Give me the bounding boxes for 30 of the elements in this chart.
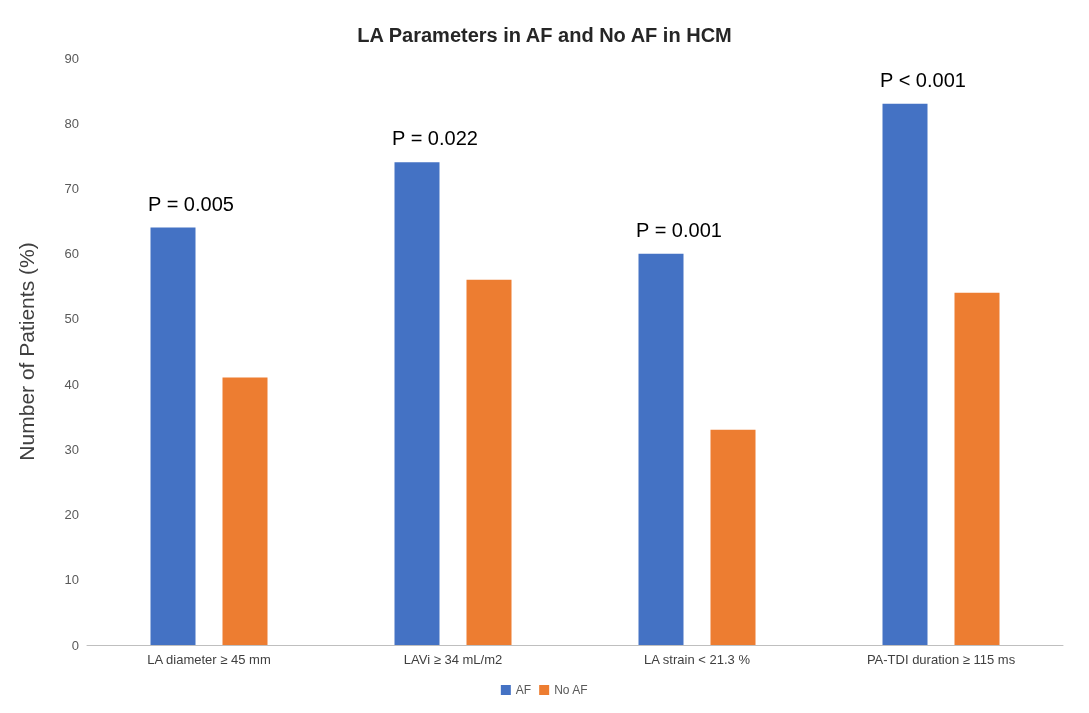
annotation: P = 0.005 xyxy=(148,192,234,215)
bar xyxy=(954,292,1000,645)
x-tick-label: LAVi ≥ 34 mL/m2 xyxy=(403,652,503,667)
y-tick-label: 90 xyxy=(64,50,79,66)
y-tick-label: 70 xyxy=(64,180,79,196)
y-tick-label: 80 xyxy=(64,115,79,131)
x-tick-label: LA strain < 21.3 % xyxy=(644,652,751,667)
y-tick-label: 30 xyxy=(64,441,79,457)
annotation: P < 0.001 xyxy=(880,68,966,91)
y-tick-label: 0 xyxy=(71,637,79,653)
bar xyxy=(882,103,928,645)
bar xyxy=(638,253,684,645)
chart-title: LA Parameters in AF and No AF in HCM xyxy=(357,24,732,46)
y-tick-label: 60 xyxy=(64,246,79,262)
bar xyxy=(222,377,268,645)
y-tick-label: 20 xyxy=(64,507,79,523)
bar xyxy=(394,162,440,645)
x-tick-label: LA diameter ≥ 45 mm xyxy=(147,652,271,667)
bar xyxy=(710,429,756,645)
annotation: P = 0.022 xyxy=(392,127,478,150)
legend-label: No AF xyxy=(554,683,588,697)
legend-label: AF xyxy=(515,683,532,697)
y-tick-label: 10 xyxy=(64,572,79,588)
bar xyxy=(150,227,196,645)
annotation: P = 0.001 xyxy=(636,218,722,241)
y-tick-label: 40 xyxy=(64,376,79,392)
x-tick-label: PA-TDI duration ≥ 115 ms xyxy=(866,652,1016,667)
y-tick-label: 50 xyxy=(64,311,79,327)
bar xyxy=(466,279,512,645)
y-axis-title: Number of Patients (%) xyxy=(15,242,38,461)
